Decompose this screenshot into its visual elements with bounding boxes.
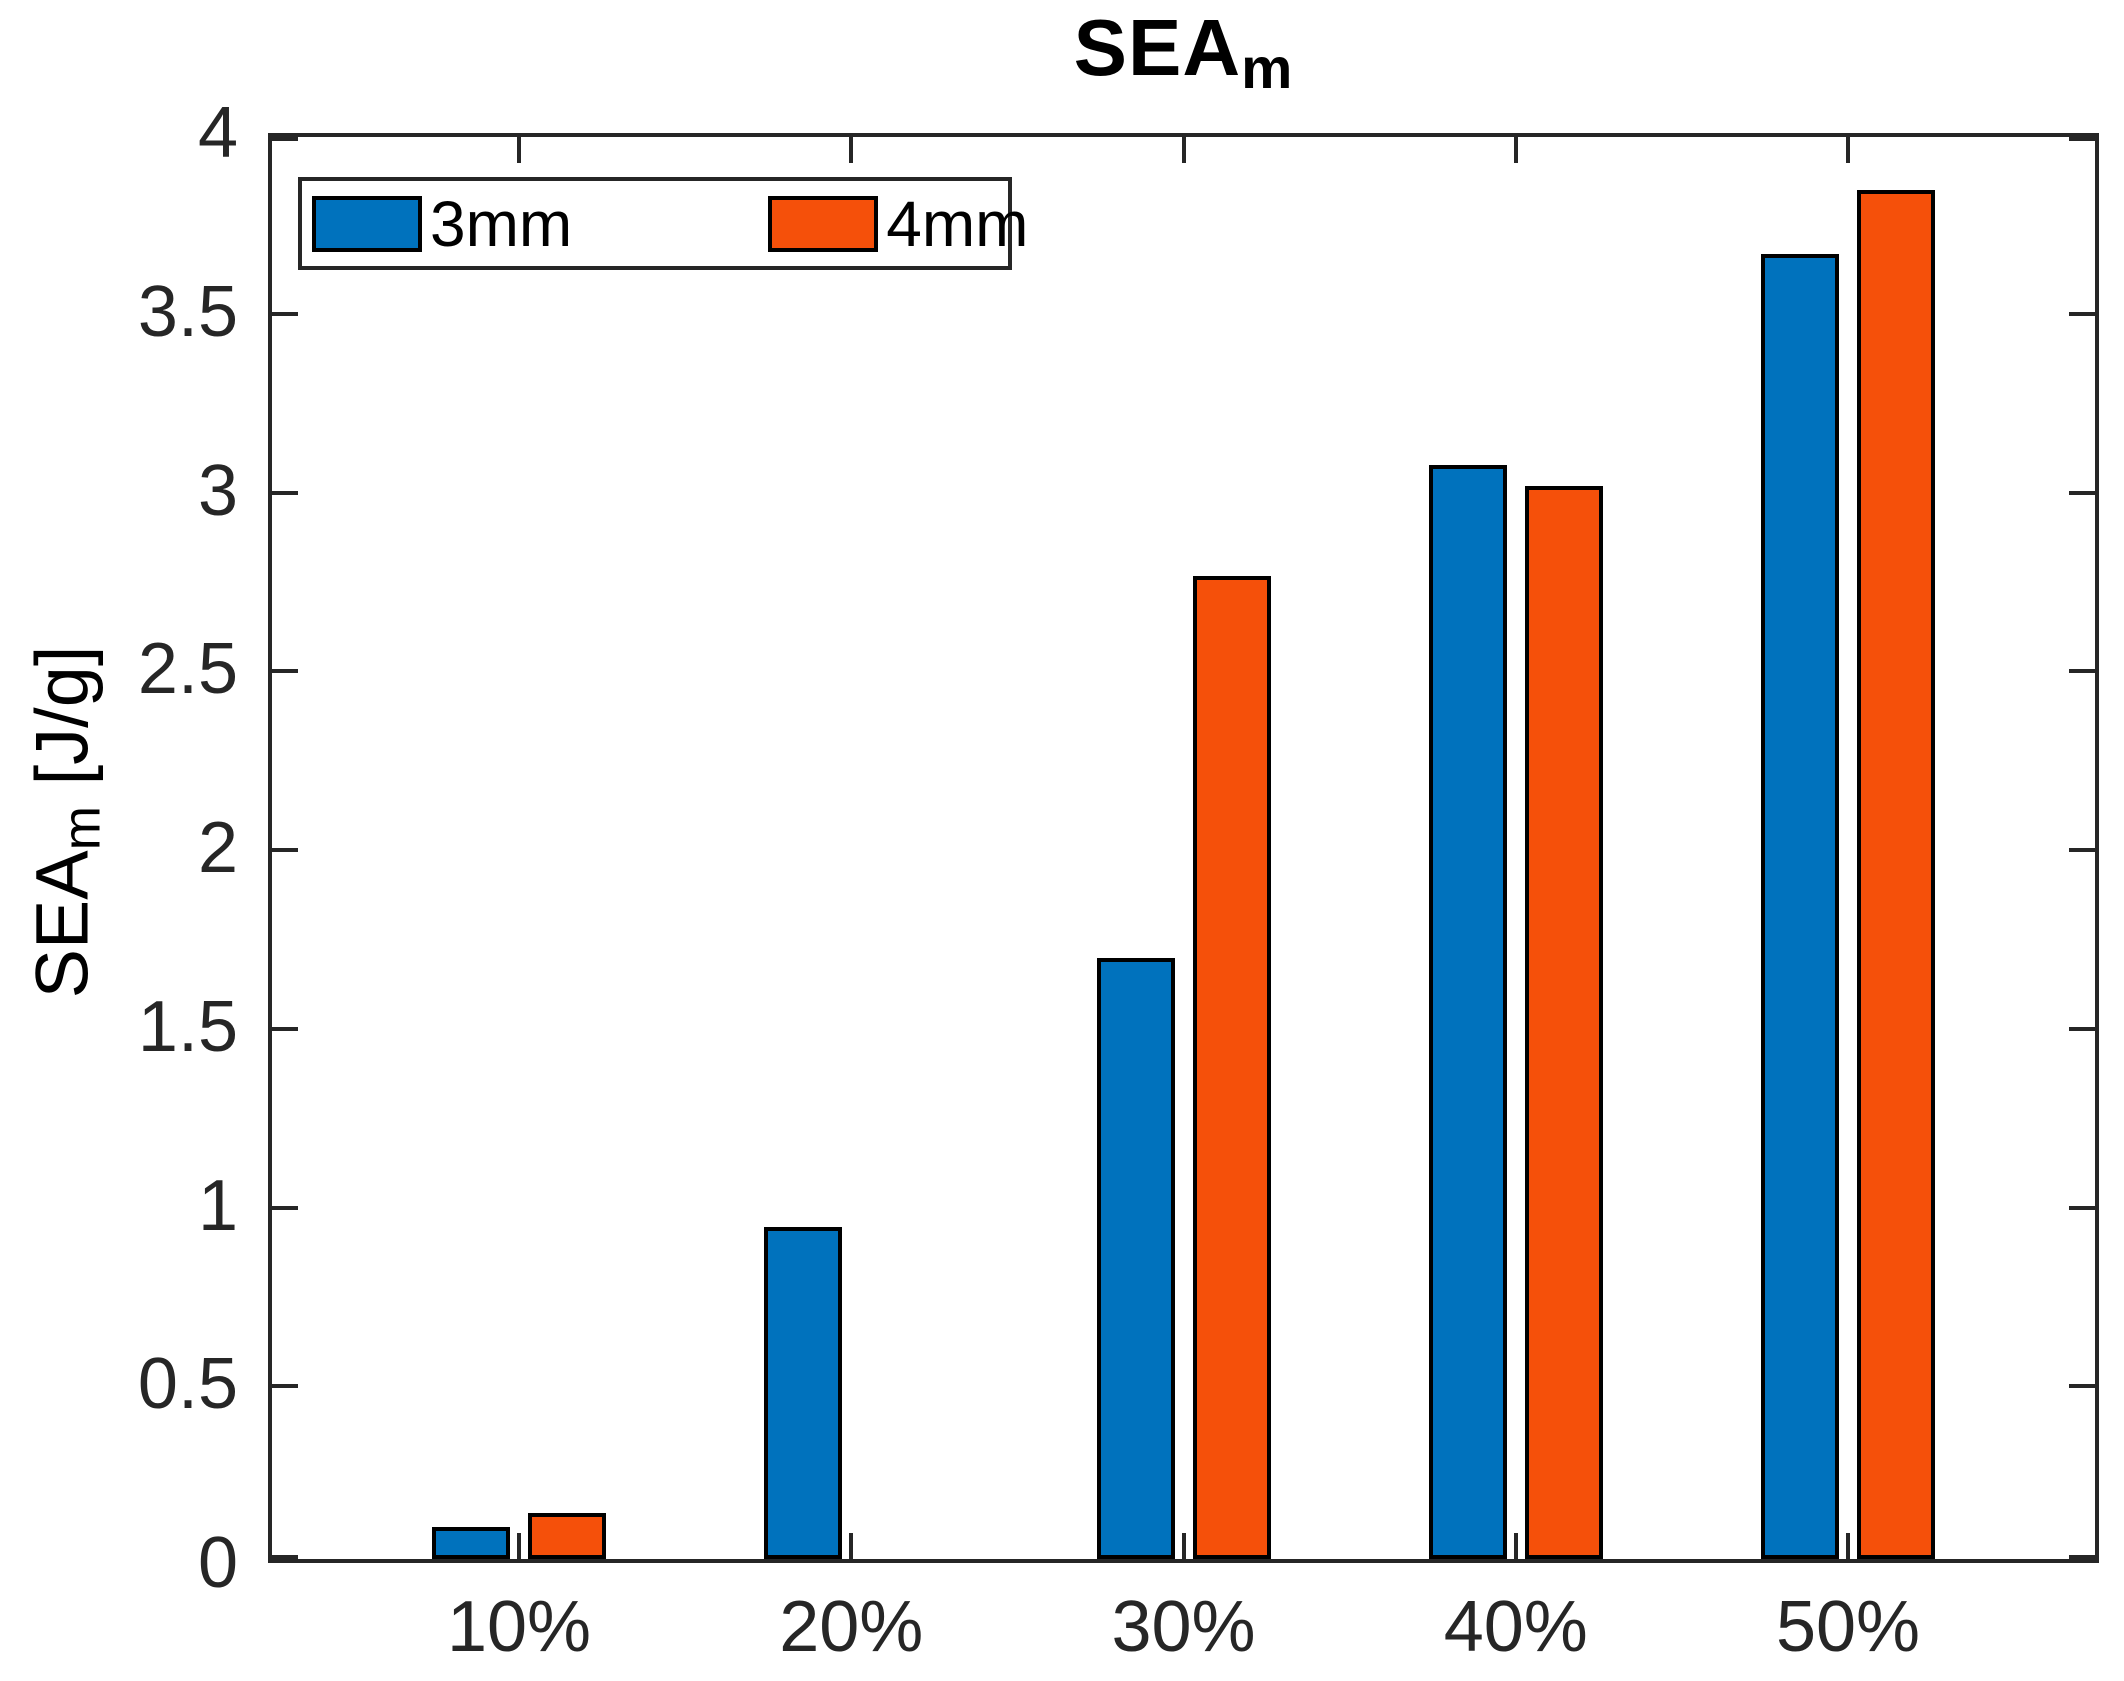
chart-title-main: SEA	[1073, 3, 1242, 92]
bar-4mm-40%	[1524, 486, 1603, 1559]
bar-3mm-20%	[764, 1227, 843, 1559]
x-tick-label-20%: 20%	[779, 1587, 924, 1667]
plot-area	[268, 133, 2099, 1563]
chart-title: SEAm	[268, 2, 2099, 101]
y-tick-right-1	[2069, 1205, 2095, 1210]
y-tick-right-0.5	[2069, 1384, 2095, 1389]
x-tick-bottom-40%	[1513, 1533, 1518, 1559]
y-tick-label-2: 2	[197, 808, 238, 888]
x-tick-top-10%	[517, 137, 521, 163]
y-tick-label-0: 0	[197, 1523, 238, 1603]
bar-3mm-30%	[1096, 958, 1175, 1559]
x-tick-label-10%: 10%	[446, 1587, 592, 1667]
y-tick-label-2.5: 2.5	[137, 629, 238, 710]
y-tick-label-3.5: 3.5	[137, 271, 238, 352]
y-tick-left-3.5	[272, 311, 298, 316]
y-tick-left-0	[272, 1555, 298, 1559]
y-tick-label-1: 1	[197, 1165, 238, 1246]
y-tick-right-2	[2069, 848, 2095, 852]
y-tick-left-4	[272, 137, 298, 141]
bar-3mm-40%	[1428, 465, 1507, 1559]
x-tick-bottom-30%	[1181, 1533, 1186, 1559]
legend: 3mm 4mm	[298, 177, 1028, 270]
bar-3mm-50%	[1761, 254, 1839, 1559]
legend-label-3mm: 3mm	[430, 187, 573, 260]
y-tick-label-1.5: 1.5	[137, 986, 238, 1067]
chart-title-subscript: m	[1241, 36, 1294, 101]
bar-4mm-50%	[1857, 190, 1935, 1559]
x-tick-bottom-50%	[1846, 1533, 1850, 1559]
x-tick-label-30%: 30%	[1111, 1587, 1256, 1667]
y-tick-right-4	[2069, 137, 2095, 141]
y-tick-right-3.5	[2069, 311, 2095, 316]
legend-label-4mm: 4mm	[886, 187, 1029, 260]
x-tick-top-30%	[1181, 137, 1186, 163]
bar-4mm-30%	[1192, 576, 1271, 1559]
x-tick-label-50%: 50%	[1775, 1587, 1921, 1667]
y-tick-left-0.5	[272, 1384, 298, 1389]
y-tick-left-2.5	[272, 669, 298, 674]
y-tick-label-4: 4	[197, 93, 238, 173]
x-tick-bottom-20%	[849, 1533, 854, 1559]
legend-swatch-3mm	[312, 195, 422, 252]
y-tick-left-2	[272, 848, 298, 852]
bar-3mm-10%	[432, 1527, 510, 1559]
y-tick-left-1	[272, 1205, 298, 1210]
x-tick-label-40%: 40%	[1443, 1587, 1588, 1667]
legend-swatch-4mm	[768, 195, 879, 252]
y-tick-right-2.5	[2069, 669, 2095, 674]
x-tick-bottom-10%	[517, 1533, 521, 1559]
bar-4mm-10%	[528, 1513, 606, 1559]
y-tick-left-1.5	[272, 1026, 298, 1031]
x-tick-top-20%	[849, 137, 854, 163]
y-tick-right-0	[2069, 1555, 2095, 1559]
y-tick-right-3	[2069, 490, 2095, 495]
y-tick-label-3: 3	[197, 450, 238, 531]
y-tick-right-1.5	[2069, 1026, 2095, 1031]
x-tick-top-40%	[1513, 137, 1518, 163]
y-tick-left-3	[272, 490, 298, 495]
y-tick-label-0.5: 0.5	[137, 1344, 238, 1425]
x-tick-top-50%	[1846, 137, 1850, 163]
